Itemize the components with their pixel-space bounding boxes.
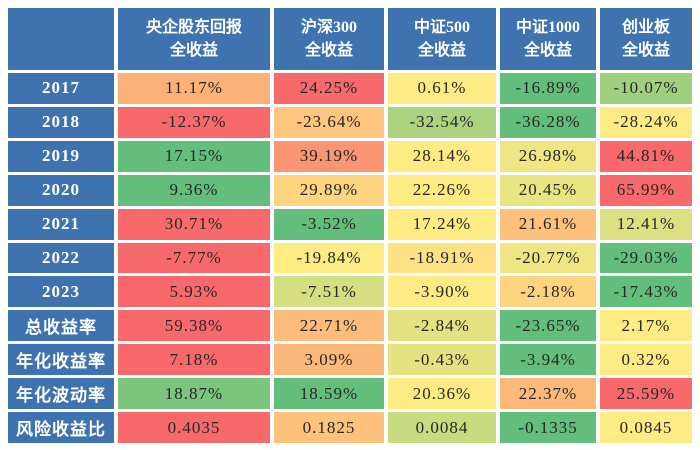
row-label: 2023 — [8, 276, 114, 308]
value-cell: 22.37% — [500, 378, 596, 410]
value-cell: 22.26% — [388, 174, 496, 206]
value-cell: -36.28% — [500, 106, 596, 138]
value-cell: 0.1825 — [274, 412, 384, 443]
value-cell: -3.90% — [388, 276, 496, 308]
value-cell: -7.77% — [118, 242, 270, 274]
value-cell: 21.61% — [500, 208, 596, 240]
value-cell: -18.91% — [388, 242, 496, 274]
value-cell: 5.93% — [118, 276, 270, 308]
value-cell: 0.4035 — [118, 412, 270, 443]
row-label: 年化收益率 — [8, 344, 114, 376]
value-cell: 29.89% — [274, 174, 384, 206]
column-header: 中证1000 全收益 — [500, 8, 596, 70]
value-cell: -17.43% — [600, 276, 692, 308]
row-label: 2020 — [8, 174, 114, 206]
column-header: 中证500 全收益 — [388, 8, 496, 70]
value-cell: -20.77% — [500, 242, 596, 274]
value-cell: -23.64% — [274, 106, 384, 138]
value-cell: -28.24% — [600, 106, 692, 138]
row-label: 2018 — [8, 106, 114, 138]
column-header: 央企股东回报 全收益 — [118, 8, 270, 70]
value-cell: -19.84% — [274, 242, 384, 274]
value-cell: 17.24% — [388, 208, 496, 240]
row-label: 风险收益比 — [8, 412, 114, 443]
value-cell: 17.15% — [118, 140, 270, 172]
value-cell: 0.0845 — [600, 412, 692, 443]
row-label: 总收益率 — [8, 310, 114, 342]
row-label: 2022 — [8, 242, 114, 274]
value-cell: 28.14% — [388, 140, 496, 172]
value-cell: -0.43% — [388, 344, 496, 376]
value-cell: -29.03% — [600, 242, 692, 274]
value-cell: 59.38% — [118, 310, 270, 342]
value-cell: -3.52% — [274, 208, 384, 240]
value-cell: 11.17% — [118, 73, 270, 104]
value-cell: 24.25% — [274, 73, 384, 104]
column-header: 创业板 全收益 — [600, 8, 692, 70]
row-label: 2019 — [8, 140, 114, 172]
value-cell: 3.09% — [274, 344, 384, 376]
value-cell: 20.45% — [500, 174, 596, 206]
value-cell: -32.54% — [388, 106, 496, 138]
value-cell: 12.41% — [600, 208, 692, 240]
value-cell: -12.37% — [118, 106, 270, 138]
value-cell: 0.0084 — [388, 412, 496, 443]
value-cell: -7.51% — [274, 276, 384, 308]
value-cell: 65.99% — [600, 174, 692, 206]
value-cell: 7.18% — [118, 344, 270, 376]
value-cell: 0.61% — [388, 73, 496, 104]
value-cell: -16.89% — [500, 73, 596, 104]
row-label: 2017 — [8, 73, 114, 104]
value-cell: 22.71% — [274, 310, 384, 342]
row-label: 年化波动率 — [8, 378, 114, 410]
value-cell: -2.18% — [500, 276, 596, 308]
value-cell: 0.32% — [600, 344, 692, 376]
column-header: 沪深300 全收益 — [274, 8, 384, 70]
value-cell: 39.19% — [274, 140, 384, 172]
value-cell: 25.59% — [600, 378, 692, 410]
value-cell: -10.07% — [600, 73, 692, 104]
value-cell: 26.98% — [500, 140, 596, 172]
row-label: 2021 — [8, 208, 114, 240]
value-cell: -2.84% — [388, 310, 496, 342]
value-cell: 18.59% — [274, 378, 384, 410]
value-cell: 9.36% — [118, 174, 270, 206]
value-cell: 44.81% — [600, 140, 692, 172]
value-cell: -0.1335 — [500, 412, 596, 443]
corner-cell — [8, 8, 114, 70]
value-cell: -3.94% — [500, 344, 596, 376]
value-cell: 2.17% — [600, 310, 692, 342]
value-cell: -23.65% — [500, 310, 596, 342]
value-cell: 30.71% — [118, 208, 270, 240]
value-cell: 18.87% — [118, 378, 270, 410]
value-cell: 20.36% — [388, 378, 496, 410]
